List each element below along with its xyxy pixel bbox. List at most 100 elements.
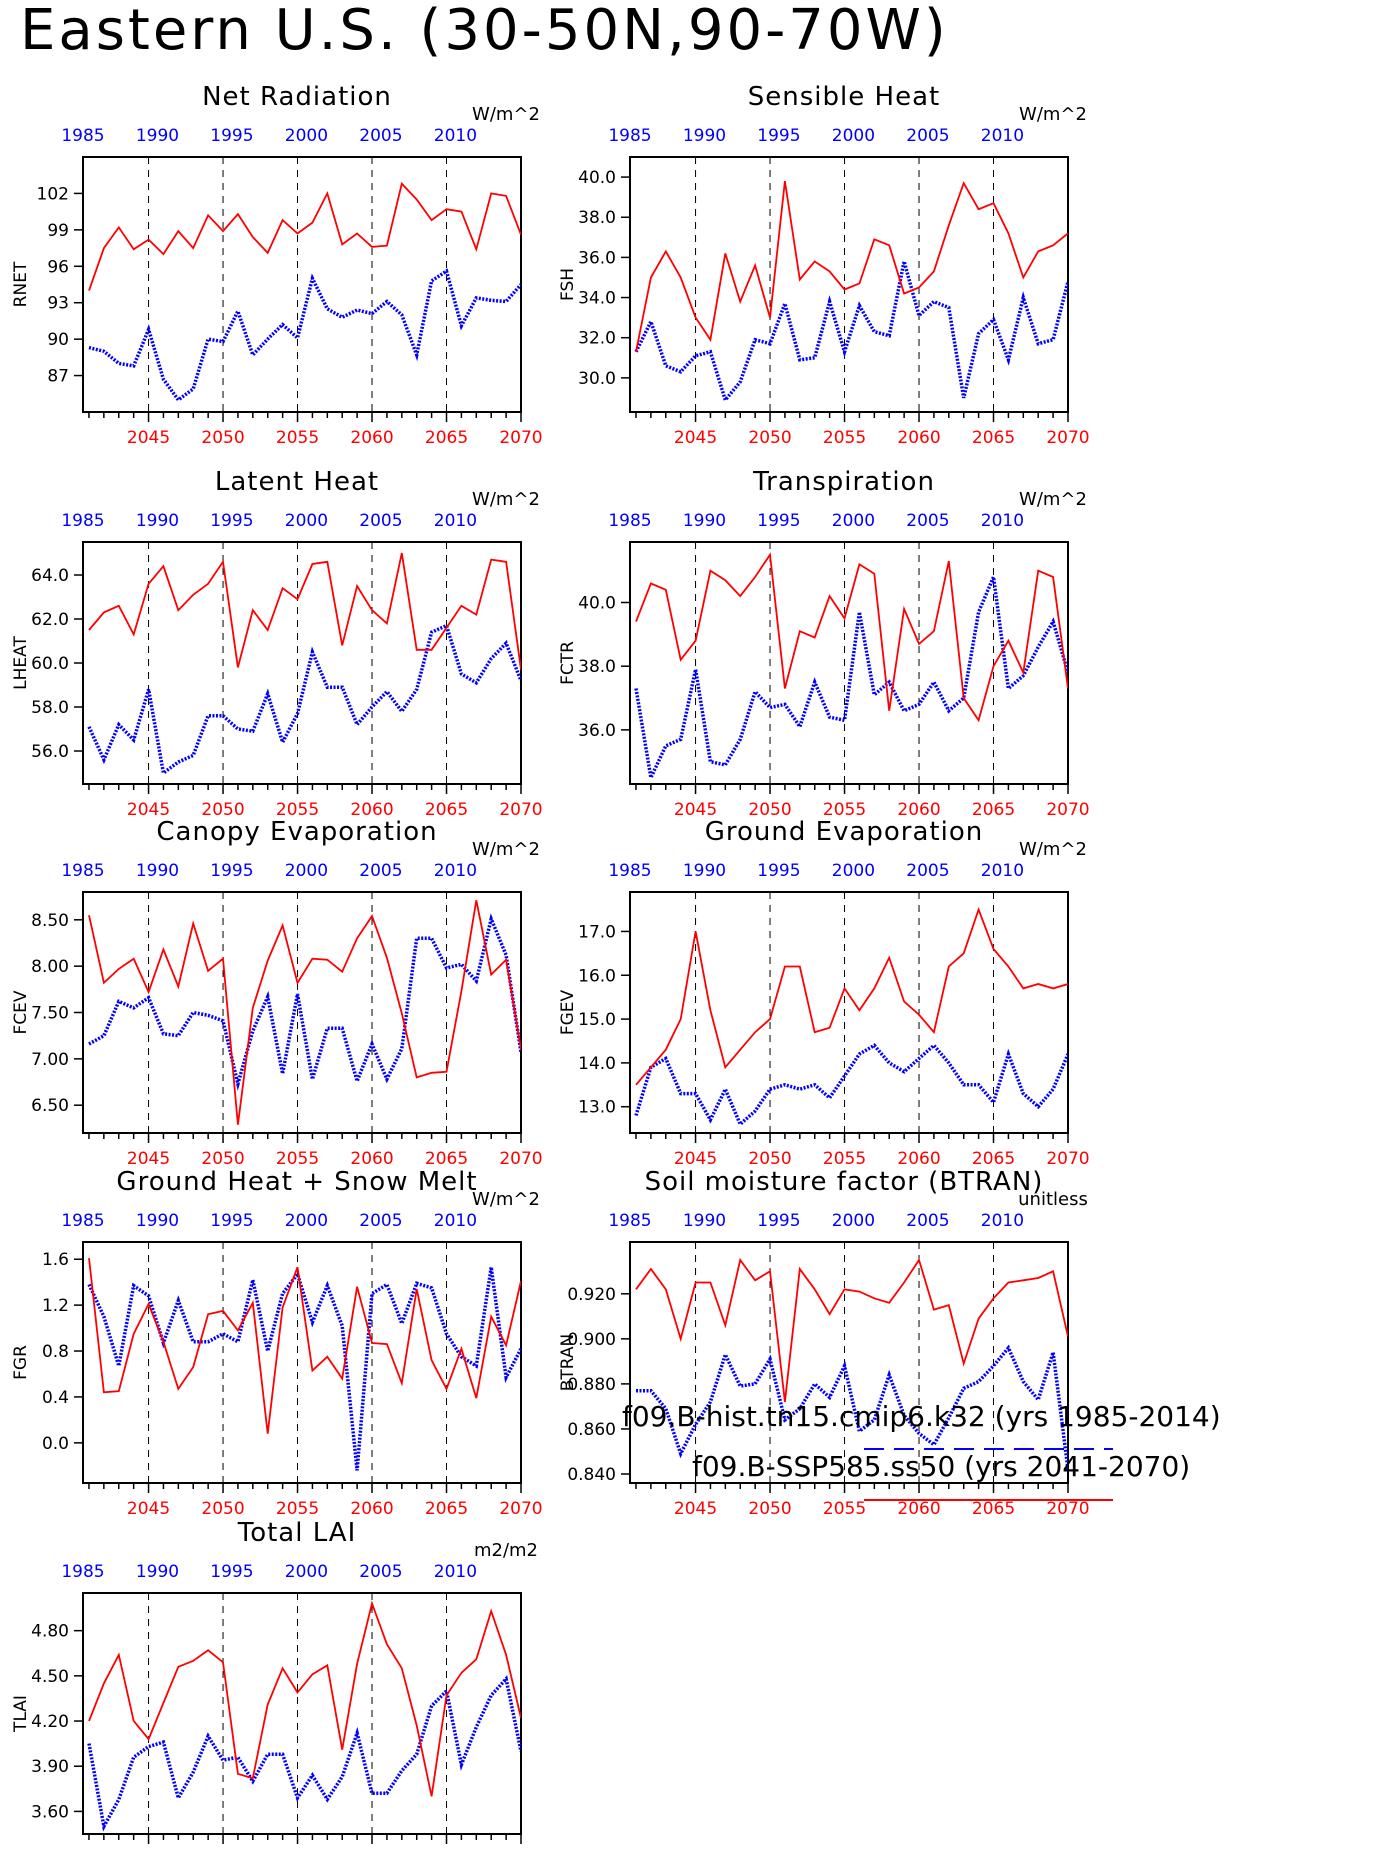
chart-title: Total LAI	[237, 1518, 357, 1548]
bottom-tick-label: 2045	[127, 1149, 170, 1169]
page-title: Eastern U.S. (30-50N,90-70W)	[20, 0, 949, 63]
series-hist-line	[634, 570, 1068, 784]
series-ssp-line	[88, 552, 521, 670]
bottom-tick-label: 2065	[425, 1499, 468, 1519]
bottom-tick-label: 2060	[897, 1499, 940, 1519]
bottom-tick-label: 2045	[127, 1499, 170, 1519]
plot-frame	[629, 541, 1069, 785]
bottom-tick-label: 2045	[127, 800, 170, 820]
bottom-tick-label: 2065	[972, 428, 1015, 448]
top-tick-label: 1990	[136, 1562, 179, 1582]
top-tick-label: 1995	[757, 1211, 800, 1231]
y-axis-label: FGEV	[558, 989, 578, 1035]
y-tick-label: 15.0	[578, 1010, 616, 1030]
y-axis-label: FCEV	[11, 990, 31, 1034]
top-tick-label: 2005	[906, 511, 949, 531]
top-tick-label: 1995	[210, 861, 253, 881]
plot-frame	[82, 1592, 522, 1835]
top-tick-label: 2005	[359, 1562, 402, 1582]
chart-panel-9: 2045205020552060206520701985199019952000…	[11, 1518, 538, 1844]
bottom-tick-label: 2050	[201, 800, 244, 820]
bottom-tick-label: 2050	[201, 1149, 244, 1169]
bottom-tick-label: 2065	[972, 800, 1015, 820]
y-tick-label: 3.90	[31, 1757, 69, 1777]
bottom-tick-label: 2045	[674, 428, 717, 448]
units-label: W/m^2	[472, 489, 540, 510]
top-tick-label: 2000	[285, 1562, 328, 1582]
top-tick-label: 2000	[832, 511, 875, 531]
y-tick-label: 4.20	[31, 1712, 69, 1732]
bottom-tick-label: 2070	[499, 428, 542, 448]
y-tick-label: 7.00	[31, 1050, 69, 1070]
top-tick-label: 1990	[683, 511, 726, 531]
bottom-tick-label: 2065	[425, 428, 468, 448]
top-tick-label: 2010	[981, 861, 1024, 881]
series-ssp-line	[88, 900, 521, 1125]
y-tick-label: 8.00	[31, 957, 69, 977]
y-tick-label: 90	[47, 330, 69, 350]
y-tick-label: 58.0	[31, 698, 69, 718]
y-tick-label: 0.880	[567, 1375, 616, 1395]
bottom-tick-label: 2065	[972, 1499, 1015, 1519]
top-tick-label: 2000	[285, 511, 328, 531]
series-hist-line	[87, 623, 521, 777]
bottom-tick-label: 2060	[897, 800, 940, 820]
series-ssp-line	[635, 180, 1068, 352]
y-axis-label: LHEAT	[11, 636, 31, 690]
chart-title: Ground Evaporation	[705, 817, 983, 847]
plot-frame	[629, 891, 1069, 1134]
top-tick-label: 2000	[832, 126, 875, 146]
top-tick-label: 1990	[683, 1211, 726, 1231]
top-tick-label: 2010	[434, 1562, 477, 1582]
top-tick-label: 1985	[608, 1211, 651, 1231]
y-axis-label: FCTR	[558, 641, 578, 685]
y-tick-label: 14.0	[578, 1054, 616, 1074]
bottom-tick-label: 2065	[425, 800, 468, 820]
top-tick-label: 2010	[434, 861, 477, 881]
series-ssp-line	[635, 1257, 1068, 1403]
bottom-tick-label: 2045	[674, 1499, 717, 1519]
top-tick-label: 2010	[434, 511, 477, 531]
chart-title: Latent Heat	[215, 467, 379, 497]
series-hist-line	[636, 1344, 1068, 1470]
y-tick-label: 99	[47, 221, 69, 241]
bottom-tick-label: 2055	[823, 800, 866, 820]
bottom-tick-label: 2055	[276, 800, 319, 820]
y-tick-label: 62.0	[31, 610, 69, 630]
bottom-tick-label: 2050	[748, 428, 791, 448]
top-tick-label: 1985	[61, 1211, 104, 1231]
series-ssp-line	[635, 906, 1068, 1086]
top-tick-label: 2000	[285, 861, 328, 881]
series-ssp-line	[88, 1258, 521, 1434]
plot-frame	[82, 156, 522, 413]
chart-title: Canopy Evaporation	[156, 817, 437, 847]
y-tick-label: 38.0	[578, 208, 616, 228]
top-tick-label: 2000	[832, 1211, 875, 1231]
bottom-tick-label: 2070	[1046, 800, 1089, 820]
plot-frame	[82, 1241, 522, 1484]
y-tick-label: 40.0	[578, 168, 616, 188]
units-label: W/m^2	[1019, 104, 1087, 125]
y-tick-label: 0.920	[567, 1285, 616, 1305]
top-tick-label: 2000	[285, 126, 328, 146]
bottom-tick-label: 2060	[897, 428, 940, 448]
bottom-tick-label: 2065	[425, 1149, 468, 1169]
y-tick-label: 60.0	[31, 654, 69, 674]
chart-title: Net Radiation	[202, 82, 392, 112]
y-axis-label: FSH	[558, 268, 578, 301]
y-axis-label: TLAI	[11, 1695, 31, 1733]
y-tick-label: 0.8	[42, 1342, 69, 1362]
y-tick-label: 56.0	[31, 742, 69, 762]
top-tick-label: 2010	[434, 1211, 477, 1231]
top-tick-label: 2010	[981, 1211, 1024, 1231]
top-tick-label: 1985	[61, 511, 104, 531]
bottom-tick-label: 2050	[748, 800, 791, 820]
y-tick-label: 34.0	[578, 289, 616, 309]
bottom-tick-label: 2055	[276, 1149, 319, 1169]
bottom-tick-label: 2055	[823, 1499, 866, 1519]
y-tick-label: 102	[37, 184, 69, 204]
series-hist-line	[88, 268, 521, 403]
series-hist-line	[634, 1042, 1068, 1128]
y-tick-label: 0.900	[567, 1330, 616, 1350]
y-tick-label: 0.4	[42, 1388, 69, 1408]
